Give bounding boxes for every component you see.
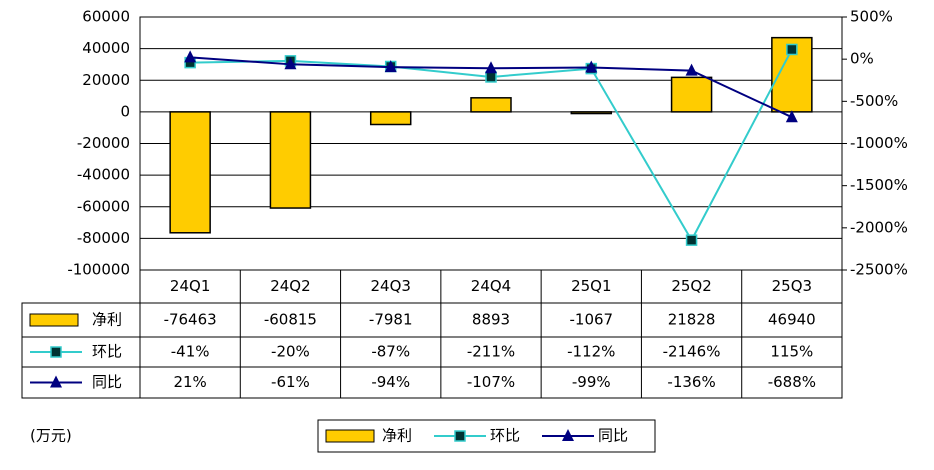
table-cell: -2146% [663, 343, 721, 361]
y-tick-label: -20000 [77, 134, 130, 152]
table-cell: 21828 [668, 311, 716, 329]
y-tick-label: -100000 [67, 261, 130, 279]
bar [470, 97, 512, 113]
line-marker [485, 61, 497, 74]
legend-key-marker [562, 429, 574, 441]
category-label: 24Q1 [170, 277, 210, 295]
table-series-name: 同比 [92, 373, 122, 391]
y-tick-label: 60000 [82, 8, 130, 26]
table-cell: -20% [271, 343, 310, 361]
table-cell: -1067 [569, 311, 613, 329]
table-series-name: 环比 [92, 343, 122, 361]
y-tick-label: -80000 [77, 229, 130, 247]
bar [269, 111, 312, 209]
y2-tick-label: 0% [850, 50, 874, 68]
legend-label: 环比 [490, 427, 520, 445]
line-marker [284, 57, 297, 70]
table-cell: -60815 [264, 311, 317, 329]
category-label: 25Q2 [671, 277, 711, 295]
y2-tick-label: -2500% [850, 261, 908, 279]
line-marker [685, 234, 698, 246]
table-cell: 115% [770, 343, 813, 361]
legend-label: 同比 [598, 427, 628, 445]
table-cell: -7981 [369, 311, 413, 329]
category-label: 25Q3 [772, 277, 812, 295]
line-marker [785, 110, 798, 123]
y2-tick-label: -2000% [850, 218, 908, 236]
bar [169, 111, 211, 234]
legend-key-marker [454, 430, 466, 442]
unit-label: (万元) [30, 427, 72, 445]
y2-tick-label: -1500% [850, 176, 908, 194]
bar [670, 76, 713, 113]
table-key-marker [50, 346, 62, 358]
table-cell: -136% [667, 373, 715, 391]
y-tick-label: 20000 [82, 71, 130, 89]
table-cell: -99% [572, 373, 611, 391]
y-tick-label: -40000 [77, 166, 130, 184]
y2-tick-label: 500% [850, 8, 893, 26]
table-key-marker [50, 375, 62, 388]
table-cell: -107% [467, 373, 515, 391]
table-cell: -688% [768, 373, 816, 391]
table-cell: -112% [567, 343, 615, 361]
table-cell: 46940 [768, 311, 816, 329]
category-label: 24Q4 [471, 277, 511, 295]
y-tick-label: -60000 [77, 197, 130, 215]
table-series-name: 净利 [92, 311, 122, 329]
table-cell: 8893 [472, 311, 510, 329]
category-label: 25Q1 [571, 277, 611, 295]
table-cell: -61% [271, 373, 310, 391]
y2-tick-label: -1000% [850, 134, 908, 152]
line-marker [485, 71, 497, 83]
category-label: 24Q3 [370, 277, 410, 295]
table-cell: -94% [371, 373, 410, 391]
bar [570, 111, 613, 115]
y-tick-label: 40000 [82, 39, 130, 57]
plot-frame [139, 16, 843, 271]
y-tick-label: 0 [120, 102, 130, 120]
line-marker [585, 60, 598, 73]
legend-label: 净利 [382, 427, 412, 445]
table-cell: -211% [467, 343, 515, 361]
table-cell: -87% [371, 343, 410, 361]
legend-key [325, 429, 375, 443]
table-cell: -76463 [164, 311, 217, 329]
category-label: 24Q2 [270, 277, 310, 295]
table-key [29, 313, 79, 327]
line-marker [786, 43, 798, 56]
line-marker [685, 63, 698, 76]
y2-tick-label: -500% [850, 92, 898, 110]
line-marker [184, 50, 197, 63]
line-marker [384, 60, 397, 73]
bar [369, 111, 412, 126]
table-cell: -41% [171, 343, 210, 361]
table-cell: 21% [173, 373, 206, 391]
